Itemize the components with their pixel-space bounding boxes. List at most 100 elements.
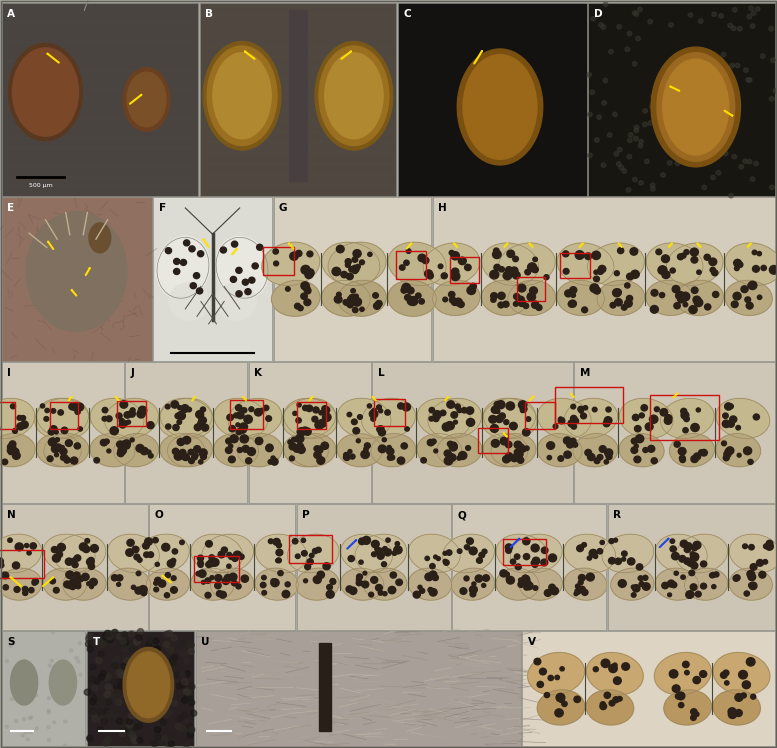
Circle shape (699, 96, 703, 101)
Circle shape (120, 731, 126, 737)
Text: I: I (7, 368, 11, 378)
Circle shape (534, 658, 541, 665)
Circle shape (114, 655, 120, 661)
Circle shape (9, 644, 12, 647)
Circle shape (728, 711, 737, 718)
Circle shape (522, 429, 530, 436)
Circle shape (375, 584, 382, 591)
Circle shape (345, 259, 351, 265)
Circle shape (184, 671, 190, 677)
Circle shape (520, 446, 526, 452)
Circle shape (330, 579, 336, 584)
Circle shape (48, 429, 54, 435)
Circle shape (500, 437, 508, 445)
Circle shape (539, 668, 546, 675)
Bar (87, 631, 194, 746)
Circle shape (394, 546, 402, 554)
Circle shape (671, 582, 677, 588)
Circle shape (343, 453, 349, 457)
Circle shape (579, 586, 585, 592)
Circle shape (158, 712, 164, 718)
Circle shape (422, 257, 429, 263)
Ellipse shape (296, 568, 340, 600)
Circle shape (305, 287, 311, 294)
Circle shape (132, 690, 138, 696)
Circle shape (496, 415, 503, 423)
Circle shape (747, 657, 755, 666)
Circle shape (597, 115, 601, 120)
Text: E: E (7, 203, 14, 213)
Circle shape (47, 709, 50, 712)
Circle shape (672, 286, 680, 292)
Circle shape (513, 272, 520, 279)
Circle shape (723, 455, 729, 461)
Circle shape (155, 734, 162, 740)
Circle shape (577, 545, 584, 551)
Circle shape (686, 111, 691, 116)
Circle shape (545, 589, 552, 596)
Ellipse shape (716, 399, 770, 438)
Circle shape (186, 407, 191, 412)
Circle shape (559, 698, 564, 702)
Circle shape (176, 723, 182, 729)
Circle shape (249, 407, 254, 411)
Circle shape (570, 286, 577, 293)
Circle shape (472, 582, 476, 586)
Circle shape (313, 576, 321, 583)
Circle shape (357, 574, 363, 580)
Circle shape (763, 560, 768, 564)
Circle shape (72, 562, 78, 568)
Circle shape (490, 270, 499, 279)
Circle shape (734, 574, 740, 580)
Circle shape (26, 674, 29, 677)
Circle shape (475, 575, 483, 582)
Circle shape (70, 559, 76, 565)
Ellipse shape (611, 568, 654, 600)
Circle shape (510, 559, 516, 564)
Bar (525, 402, 555, 429)
Circle shape (556, 693, 565, 702)
Circle shape (173, 269, 179, 275)
Circle shape (162, 735, 168, 741)
Circle shape (566, 441, 573, 448)
Circle shape (230, 277, 236, 283)
Ellipse shape (127, 652, 170, 718)
Circle shape (304, 286, 310, 292)
Ellipse shape (322, 280, 370, 316)
Circle shape (240, 435, 249, 443)
Circle shape (609, 700, 615, 706)
Circle shape (691, 456, 699, 462)
Circle shape (420, 589, 425, 593)
Ellipse shape (325, 53, 383, 139)
Circle shape (555, 675, 559, 680)
Circle shape (741, 286, 748, 292)
Circle shape (598, 266, 606, 272)
Circle shape (375, 547, 379, 551)
Circle shape (131, 673, 137, 679)
Circle shape (686, 591, 694, 598)
Bar (574, 362, 775, 503)
Circle shape (660, 408, 667, 416)
Circle shape (124, 657, 130, 663)
Circle shape (150, 675, 156, 681)
Circle shape (748, 573, 756, 580)
Circle shape (375, 301, 382, 307)
Circle shape (301, 427, 308, 433)
Circle shape (524, 539, 530, 545)
Circle shape (117, 634, 123, 640)
Circle shape (85, 539, 89, 543)
Circle shape (671, 65, 675, 70)
Circle shape (503, 301, 509, 307)
Circle shape (631, 585, 636, 589)
Circle shape (309, 554, 314, 558)
Circle shape (466, 418, 475, 426)
Circle shape (465, 264, 471, 271)
Circle shape (465, 446, 471, 450)
Circle shape (182, 697, 188, 703)
Circle shape (618, 248, 624, 254)
Circle shape (351, 289, 355, 293)
Circle shape (518, 581, 524, 587)
Circle shape (167, 560, 175, 567)
Circle shape (74, 443, 81, 449)
Ellipse shape (44, 434, 89, 467)
